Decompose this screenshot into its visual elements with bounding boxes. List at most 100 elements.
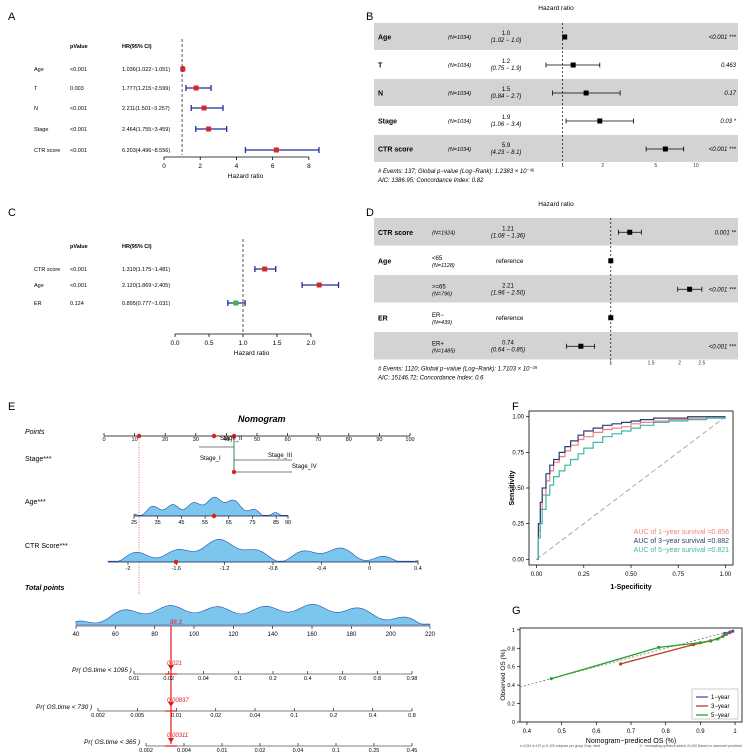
row-name: CTR score (378, 230, 413, 237)
prob-row-label: Pr( OS.time < 730 ) (36, 704, 92, 711)
row-hr: 1.2 (502, 59, 511, 65)
age-density (133, 496, 289, 517)
row-name: Age (378, 35, 391, 42)
prob-tick-label: 0.02 (163, 676, 174, 682)
x-tick-label: 0.5 (204, 340, 213, 347)
row-pvalue: <0.001 (70, 127, 87, 133)
panel-label: B (366, 11, 373, 23)
hr-point (193, 85, 199, 91)
x-axis-title: 1-Specificity (610, 584, 651, 591)
hr-point (262, 266, 268, 272)
row-name: T (378, 63, 383, 70)
prob-tick-label: 0.4 (304, 676, 312, 682)
row-n: (N=1034) (448, 91, 471, 97)
row-pvalue: <0.001 *** (709, 35, 737, 41)
hr-point (273, 147, 279, 153)
calibration-point (698, 641, 702, 645)
y-tick-label: 0.8 (507, 646, 515, 652)
ctr-tick-label: -0.8 (268, 566, 277, 572)
row-pvalue: <0.001 (70, 267, 87, 273)
hr-point (583, 90, 589, 96)
row-sublevel: >=65 (432, 284, 446, 290)
age-tick-label: 55 (202, 520, 208, 526)
stage-level: Stage_I (200, 456, 221, 462)
row-sublevel: <65 (432, 256, 443, 262)
y-axis-title: Sensitivity (509, 470, 516, 505)
row-name: T (34, 86, 38, 92)
prob-tick-label: 0.1 (290, 713, 298, 719)
hr-point (316, 282, 322, 288)
row-band (374, 275, 738, 303)
calibration-point (549, 677, 553, 681)
prob-tick-label: 0.02 (255, 748, 266, 754)
age-tick-label: 90 (285, 520, 291, 526)
total-density (75, 603, 431, 626)
x-tick-label: 10 (693, 163, 699, 169)
panel-label: C (8, 207, 16, 219)
age-tick-label: 65 (226, 520, 232, 526)
row-pvalue: 0.17 (724, 91, 736, 97)
hr-point (201, 105, 207, 111)
points-tick-label: 10 (132, 437, 138, 443)
row-name: N (34, 106, 38, 112)
stage-marker (231, 469, 237, 475)
x-tick-label: 0.4 (523, 729, 532, 735)
total-tick-label: 180 (346, 632, 357, 638)
drop-arrow (167, 665, 174, 670)
x-tick-label: 1.0 (238, 340, 247, 347)
prob-row-value: 0.00837 (167, 698, 189, 704)
age-tick-label: 25 (131, 520, 137, 526)
x-tick-label: 4 (235, 163, 239, 170)
panel-label: G (512, 605, 521, 617)
x-tick-label: 0.5 (557, 729, 566, 735)
row-name: Age (34, 283, 44, 289)
points-marker (231, 433, 237, 439)
age-tick-label: 75 (249, 520, 255, 526)
row-sublevel: ER+ (432, 341, 444, 347)
x-tick-label: 1 (561, 163, 564, 169)
row-name: Stage (378, 119, 397, 126)
row-name: Age (34, 67, 44, 73)
total-tick-label: 80 (151, 632, 158, 638)
legend-entry: AUC of 5−year survival =0.821 (634, 547, 729, 554)
age-marker (211, 513, 217, 519)
x-tick-label: 8 (307, 163, 311, 170)
x-tick-label: 0.00 (531, 572, 543, 578)
prob-tick-label: 0.01 (217, 748, 228, 754)
x-tick-label: 2.5 (698, 361, 705, 367)
panel-F: F 0.00 0.00 0.25 0.25 0.50 0.50 0.75 0.75 1.00 1.0… (509, 401, 734, 591)
row-pvalue: 0.124 (70, 301, 84, 307)
roc-curve-1-year (536, 416, 726, 560)
points-tick-label: 30 (193, 437, 199, 443)
footer-events: # Events: 1120; Global p−value (Log−Rank… (378, 366, 538, 373)
row-ci: (1.08 − 1.36) (491, 233, 525, 239)
hr-point (233, 300, 239, 306)
panel-label: D (366, 207, 374, 219)
prob-tick-label: 0.98 (407, 676, 418, 682)
row-band (374, 218, 738, 246)
points-tick-label: 0 (102, 437, 105, 443)
age-tick-label: 35 (155, 520, 161, 526)
calibration-point (618, 662, 623, 666)
panel-label: F (512, 401, 519, 413)
prob-tick-label: 0.002 (139, 748, 153, 754)
stage-level: Stage_IV (292, 464, 317, 470)
row-pvalue: <0.001 (70, 106, 87, 112)
x-tick-label: 0.8 (662, 729, 671, 735)
row-pvalue: 0.03 * (720, 119, 736, 125)
row-n: (N=1034) (448, 147, 471, 153)
col-header-pvalue: pValue (70, 44, 88, 50)
hr-point (627, 229, 633, 235)
row-name: ER (34, 301, 42, 307)
row-hr-text: 0.895(0.777~1.031) (122, 301, 170, 307)
age-label: Age*** (25, 499, 46, 506)
points-marker (211, 433, 217, 439)
y-tick-label: 0.00 (512, 557, 524, 563)
x-tick-label: 1.5 (272, 340, 281, 347)
points-tick-label: 100 (405, 437, 414, 443)
row-ci: (0.84 − 2.7) (491, 94, 522, 100)
col-header-pvalue: pValue (70, 244, 88, 250)
